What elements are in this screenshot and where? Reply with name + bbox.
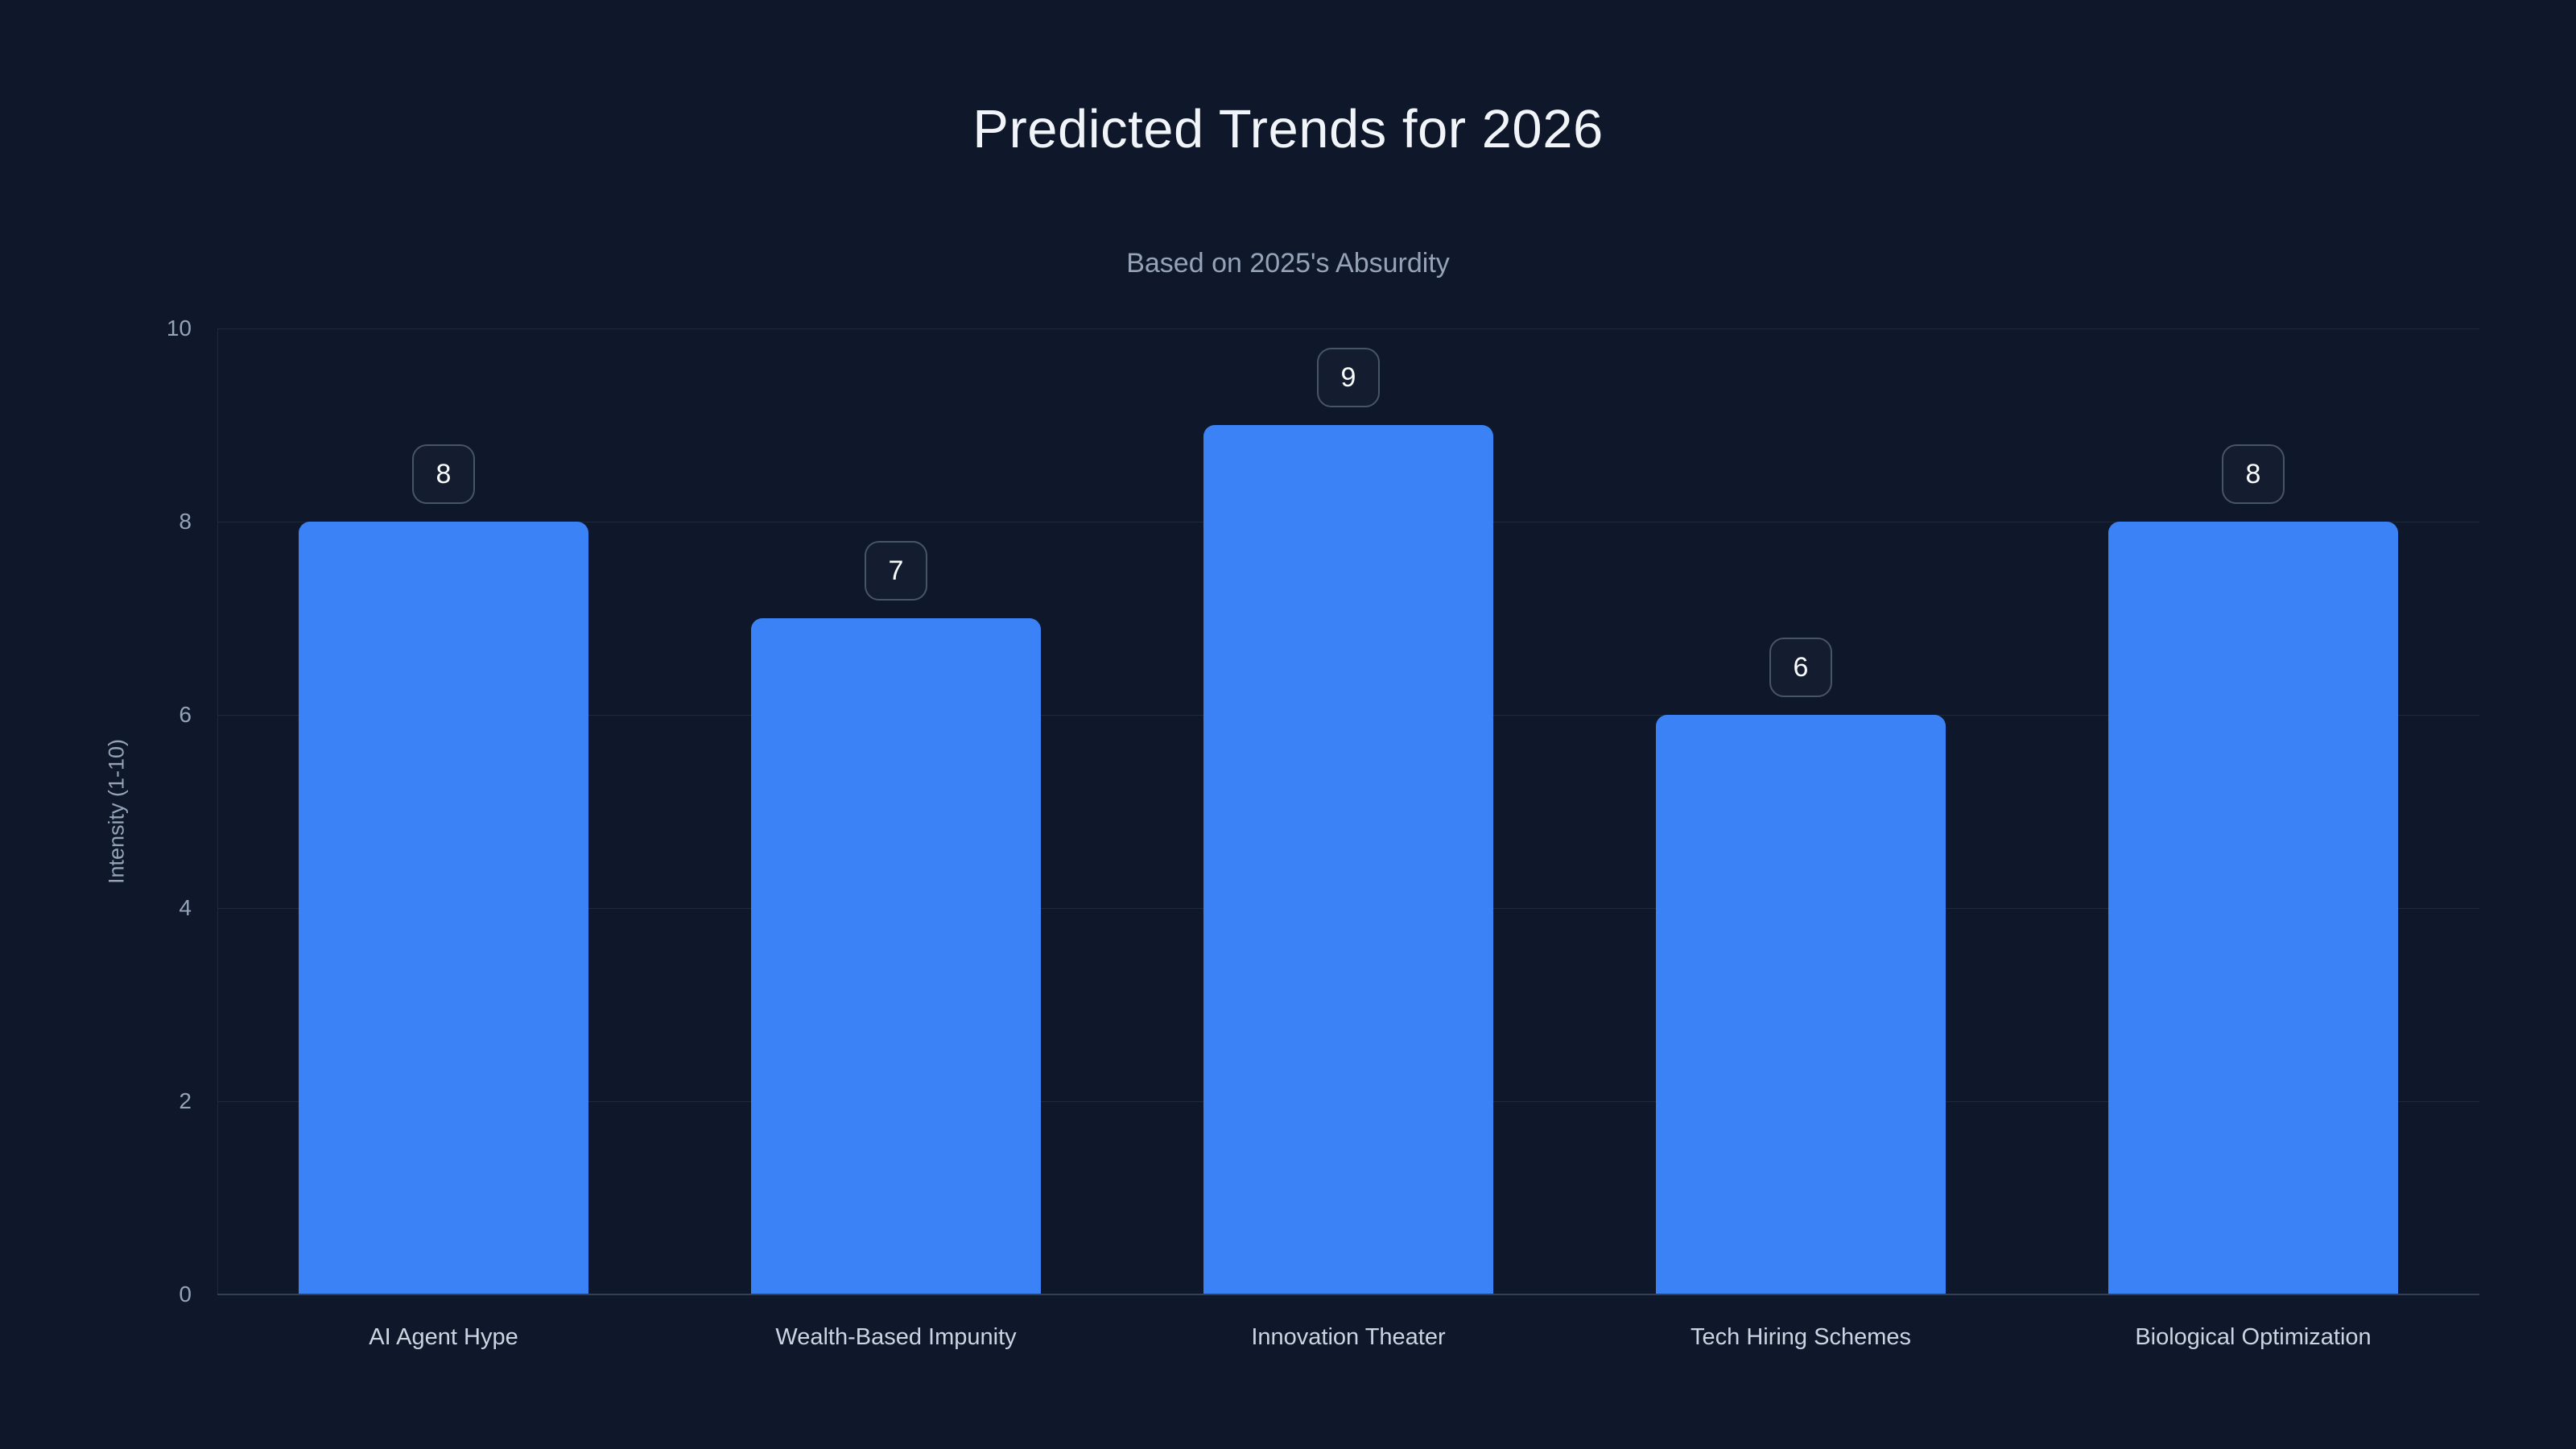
y-tick-label: 10 xyxy=(166,316,192,341)
x-category-label: Biological Optimization xyxy=(2135,1324,2372,1350)
y-tick-label: 0 xyxy=(179,1282,192,1307)
gridline-y-10 xyxy=(217,328,2479,329)
bar-innovation-theater xyxy=(1203,425,1493,1294)
x-axis-baseline xyxy=(217,1294,2479,1295)
y-tick-label: 8 xyxy=(179,509,192,534)
bar-tech-hiring-schemes xyxy=(1656,715,1946,1294)
chart-title: Predicted Trends for 2026 xyxy=(972,99,1604,159)
bar-biological-optimization xyxy=(2108,522,2398,1294)
x-category-label: Innovation Theater xyxy=(1251,1324,1446,1350)
y-tick-label: 2 xyxy=(179,1088,192,1113)
y-axis-line xyxy=(217,328,218,1294)
bar-value-badge: 8 xyxy=(412,444,475,504)
bar-ai-agent-hype xyxy=(299,522,588,1294)
chart-subtitle: Based on 2025's Absurdity xyxy=(1126,248,1450,279)
bar-value-badge: 6 xyxy=(1769,638,1832,697)
bar-wealth-based-impunity xyxy=(751,618,1041,1294)
y-tick-label: 4 xyxy=(179,895,192,920)
bar-value-badge: 7 xyxy=(865,541,927,601)
x-category-label: Tech Hiring Schemes xyxy=(1690,1324,1911,1350)
y-tick-label: 6 xyxy=(179,702,192,727)
x-category-label: AI Agent Hype xyxy=(369,1324,518,1350)
bar-value-badge: 9 xyxy=(1317,348,1380,407)
bar-value-badge: 8 xyxy=(2222,444,2285,504)
x-category-label: Wealth-Based Impunity xyxy=(775,1324,1017,1350)
